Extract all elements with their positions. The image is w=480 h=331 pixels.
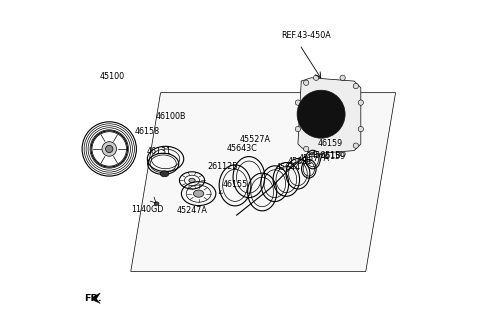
Ellipse shape bbox=[353, 83, 359, 89]
Ellipse shape bbox=[358, 126, 363, 132]
Ellipse shape bbox=[160, 171, 169, 177]
Text: 46100B: 46100B bbox=[155, 112, 186, 121]
Text: 45644: 45644 bbox=[276, 163, 301, 172]
Ellipse shape bbox=[295, 100, 300, 105]
Text: 46158: 46158 bbox=[135, 127, 160, 136]
Polygon shape bbox=[93, 293, 100, 304]
Ellipse shape bbox=[102, 142, 117, 156]
Ellipse shape bbox=[297, 90, 345, 138]
Text: 1140GD: 1140GD bbox=[131, 205, 164, 214]
Text: 45247A: 45247A bbox=[177, 207, 207, 215]
Ellipse shape bbox=[193, 190, 204, 197]
Text: 46159: 46159 bbox=[321, 152, 347, 161]
Text: FR.: FR. bbox=[84, 294, 101, 303]
Text: 46155: 46155 bbox=[219, 180, 248, 193]
Text: 26112B: 26112B bbox=[207, 162, 238, 171]
Polygon shape bbox=[131, 93, 396, 271]
Ellipse shape bbox=[303, 80, 309, 85]
Text: 45681: 45681 bbox=[288, 157, 313, 166]
Ellipse shape bbox=[340, 151, 345, 157]
Text: 45527A: 45527A bbox=[240, 135, 271, 144]
Ellipse shape bbox=[313, 151, 319, 157]
Ellipse shape bbox=[154, 202, 159, 205]
Text: 46159: 46159 bbox=[317, 139, 343, 148]
Ellipse shape bbox=[189, 178, 195, 183]
Ellipse shape bbox=[303, 146, 309, 152]
Text: 45100: 45100 bbox=[100, 72, 125, 81]
Ellipse shape bbox=[295, 126, 300, 132]
Ellipse shape bbox=[313, 75, 319, 80]
Text: 45651B: 45651B bbox=[311, 151, 342, 160]
Polygon shape bbox=[298, 78, 361, 154]
Ellipse shape bbox=[353, 143, 359, 148]
Text: 46131: 46131 bbox=[146, 147, 171, 156]
Ellipse shape bbox=[358, 100, 363, 105]
Text: REF.43-450A: REF.43-450A bbox=[281, 31, 331, 40]
Text: 45643C: 45643C bbox=[227, 144, 257, 153]
Text: 45577A: 45577A bbox=[299, 154, 330, 163]
Ellipse shape bbox=[340, 75, 345, 80]
Ellipse shape bbox=[106, 145, 113, 153]
